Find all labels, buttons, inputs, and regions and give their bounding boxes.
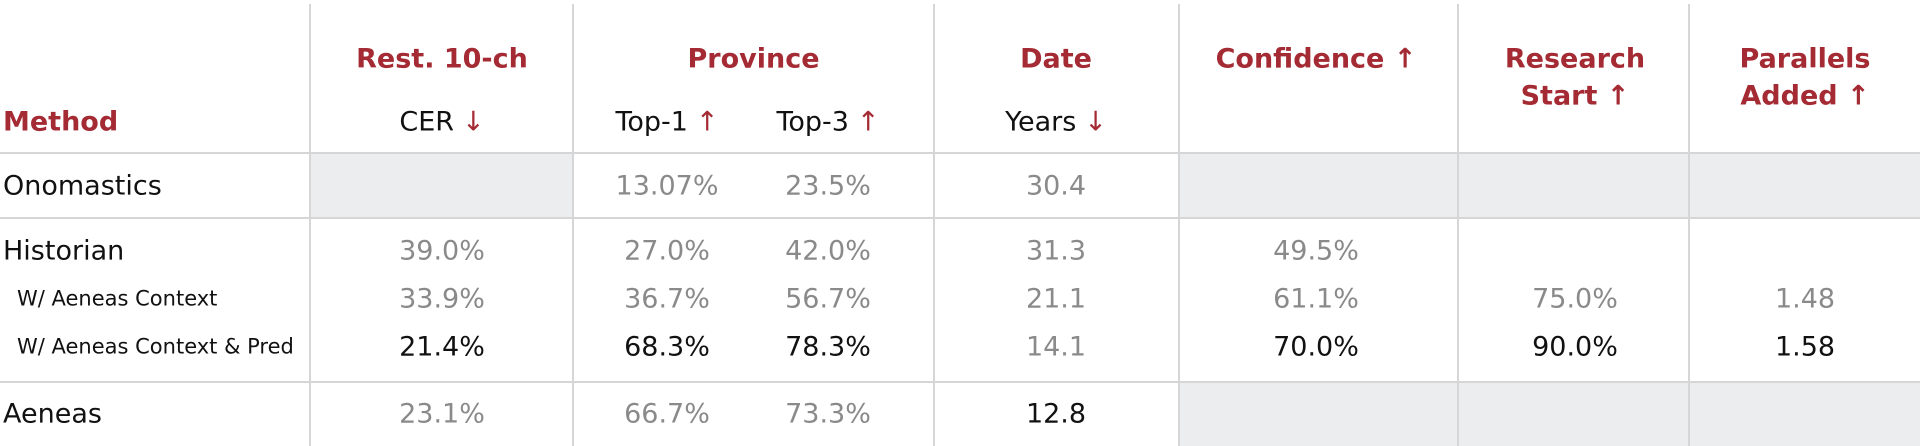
column-rule xyxy=(572,4,574,446)
group-header: Start ↑ xyxy=(1520,80,1630,112)
empty-cell xyxy=(310,154,573,218)
value-cell: 61.1% xyxy=(1273,283,1359,315)
value-cell: 1.48 xyxy=(1774,283,1836,315)
group-header: Rest. 10-ch xyxy=(356,43,528,75)
direction-arrow: ↓ xyxy=(462,106,485,138)
group-header: Added ↑ xyxy=(1740,80,1870,112)
direction-arrow: ↑ xyxy=(856,106,880,138)
column-rule xyxy=(309,4,311,446)
value-cell: 90.0% xyxy=(1532,331,1618,363)
row-rule xyxy=(0,381,1920,383)
value-cell: 13.07% xyxy=(615,170,719,202)
value-cell: 21.1 xyxy=(1025,283,1087,315)
value-cell: 31.3 xyxy=(1025,235,1087,267)
value-cell: 12.8 xyxy=(1025,398,1087,430)
value-cell: 70.0% xyxy=(1273,331,1359,363)
value-cell: 68.3% xyxy=(624,331,710,363)
value-cell: 56.7% xyxy=(785,283,871,315)
value-cell: 23.5% xyxy=(785,170,871,202)
value-cell: 33.9% xyxy=(399,283,485,315)
value-cell: 14.1 xyxy=(1025,331,1087,363)
value-cell: 66.7% xyxy=(624,398,710,430)
empty-cell xyxy=(1689,154,1920,218)
row-label: W/ Aeneas Context xyxy=(17,286,218,311)
sub-header: CER ↓ xyxy=(399,109,484,136)
value-cell: 39.0% xyxy=(399,235,485,267)
sub-header: Top-1 ↑ xyxy=(615,109,718,136)
sub-label: CER xyxy=(399,106,455,138)
value-cell: 30.4 xyxy=(1025,170,1087,202)
row-label: W/ Aeneas Context & Pred xyxy=(17,334,294,359)
empty-cell xyxy=(1179,154,1458,218)
sub-label: Years xyxy=(1005,106,1077,138)
column-rule xyxy=(1457,4,1459,446)
value-cell: 23.1% xyxy=(399,398,485,430)
sub-label: Top-1 xyxy=(615,106,688,138)
sub-header: Years ↓ xyxy=(1005,109,1107,136)
value-cell: 78.3% xyxy=(785,331,871,363)
row-label: Aeneas xyxy=(3,398,102,430)
value-cell: 73.3% xyxy=(785,398,871,430)
value-cell: 21.4% xyxy=(399,331,485,363)
group-header: Date xyxy=(1020,43,1092,75)
row-label: Onomastics xyxy=(3,170,162,202)
column-rule xyxy=(933,4,935,446)
row-rule xyxy=(0,217,1920,219)
direction-arrow: ↓ xyxy=(1084,106,1107,138)
row-label: Historian xyxy=(3,235,125,267)
column-rule xyxy=(1178,4,1180,446)
value-cell: 42.0% xyxy=(785,235,871,267)
column-rule xyxy=(1688,4,1690,446)
value-cell: 27.0% xyxy=(624,235,710,267)
value-cell: 49.5% xyxy=(1273,235,1359,267)
group-header: Province xyxy=(687,43,820,75)
value-cell: 1.58 xyxy=(1774,331,1836,363)
empty-cell xyxy=(1458,383,1689,446)
direction-arrow: ↑ xyxy=(695,106,719,138)
group-header: Confidence ↑ xyxy=(1215,43,1417,75)
sub-header: Top-3 ↑ xyxy=(776,109,879,136)
empty-cell xyxy=(1458,154,1689,218)
value-cell: 75.0% xyxy=(1532,283,1618,315)
row-rule xyxy=(0,152,1920,154)
empty-cell xyxy=(1689,383,1920,446)
group-header: Parallels xyxy=(1739,43,1871,75)
value-cell: 36.7% xyxy=(624,283,710,315)
method-header: Method xyxy=(3,106,119,138)
group-header: Research xyxy=(1504,43,1646,75)
sub-label: Top-3 xyxy=(776,106,849,138)
empty-cell xyxy=(1179,383,1458,446)
